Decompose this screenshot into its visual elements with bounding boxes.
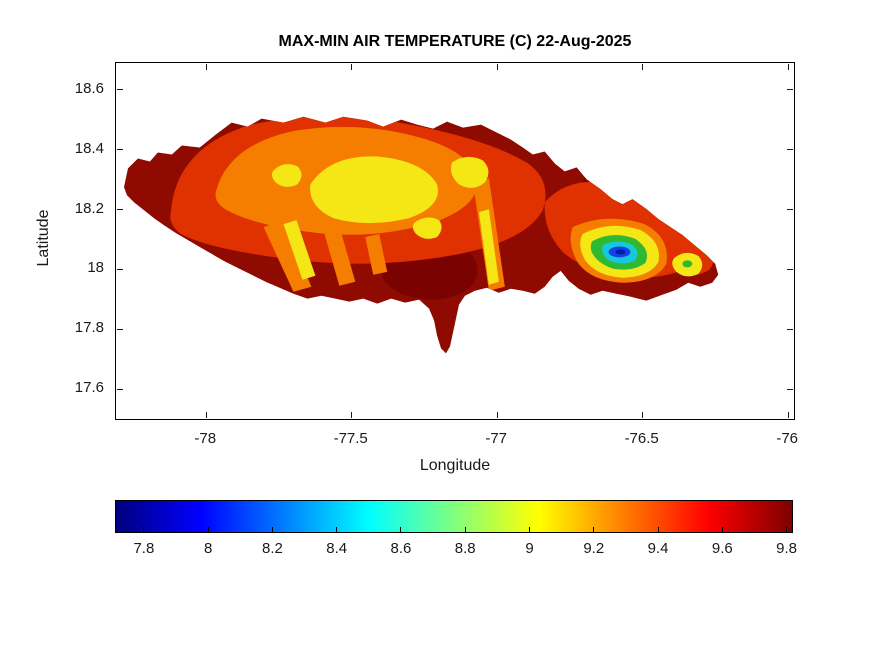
colorbar-tick-mark <box>207 527 209 532</box>
x-tick-mark-top <box>496 64 498 70</box>
colorbar-tick-label: 9 <box>525 540 534 557</box>
y-tick-mark <box>117 268 123 270</box>
colorbar-tick-mark <box>400 527 402 532</box>
yellow-streak-1 <box>283 220 316 280</box>
y-tick-mark-right <box>787 89 793 91</box>
colorbar-tick-mark <box>464 527 466 532</box>
colorbar-tick-mark <box>336 527 338 532</box>
orange-streak-1 <box>263 220 312 292</box>
y-tick-mark-right <box>787 328 793 330</box>
chart-title: MAX-MIN AIR TEMPERATURE (C) 22-Aug-2025 <box>278 33 632 50</box>
y-axis-label: Latitude <box>35 209 52 267</box>
x-tick-mark-top <box>205 64 207 70</box>
y-tick-mark <box>117 209 123 211</box>
y-tick-mark-right <box>787 388 793 390</box>
plot-area <box>115 62 795 420</box>
colorbar-tick-mark <box>271 527 273 532</box>
colorbar-tick-label: 9.8 <box>776 540 797 557</box>
colorbar-tick-mark <box>786 527 788 532</box>
colorbar-tick-mark <box>529 527 530 532</box>
colorbar-tick-label: 8.2 <box>262 540 283 557</box>
y-tick-mark-right <box>787 268 793 270</box>
yellow-patch-west <box>271 164 302 187</box>
yellow-patch-north <box>450 156 489 188</box>
x-tick-mark <box>205 412 207 418</box>
colorbar-tick-label: 8.6 <box>390 540 412 557</box>
jamaica-temperature-map <box>123 116 719 354</box>
y-tick-mark-right <box>787 149 793 151</box>
x-tick-label: -77 <box>485 430 508 447</box>
y-tick-label: 17.6 <box>74 379 104 397</box>
colorbar-tick-label: 9.6 <box>711 540 733 557</box>
colorbar-tick-label: 8 <box>204 540 213 557</box>
orange-streak-2 <box>323 226 356 286</box>
yellow-region-central <box>310 156 438 224</box>
x-tick-label: -78 <box>194 430 217 447</box>
colorbar-tick-mark <box>143 527 145 532</box>
x-tick-mark <box>496 412 498 418</box>
colorbar-tick-mark <box>657 527 659 532</box>
colorbar-tick-mark <box>721 527 723 532</box>
y-tick-mark <box>117 149 123 151</box>
yellow-patch-mid <box>412 217 442 239</box>
colorbar-tick-label: 9.4 <box>647 540 669 557</box>
x-tick-mark-top <box>787 64 789 70</box>
navy-minimum-core <box>615 249 626 255</box>
y-tick-label: 18.2 <box>74 199 104 217</box>
colorbar-tick-label: 9.2 <box>583 540 605 557</box>
x-tick-label: -77.5 <box>333 430 368 447</box>
x-tick-mark <box>351 412 353 418</box>
y-tick-label: 17.8 <box>74 319 104 337</box>
x-tick-mark <box>787 412 789 418</box>
yellow-streak-2 <box>478 209 499 285</box>
y-tick-label: 18 <box>87 259 104 277</box>
colorbar-tick-mark <box>593 527 595 532</box>
y-tick-mark <box>117 89 123 91</box>
x-tick-mark <box>642 412 644 418</box>
y-tick-label: 18.4 <box>74 139 104 157</box>
x-tick-mark-top <box>642 64 644 70</box>
x-axis-label: Longitude <box>419 457 491 474</box>
x-tick-label: -76 <box>776 430 799 447</box>
x-tick-mark-top <box>351 64 353 70</box>
colorbar-tick-label: 7.8 <box>133 540 155 557</box>
green-patch-east-coast <box>682 260 693 268</box>
y-tick-label: 18.6 <box>74 79 104 97</box>
orange-streak-3 <box>365 234 388 275</box>
colorbar-tick-label: 8.8 <box>454 540 476 557</box>
colorbar <box>115 500 793 533</box>
y-tick-mark-right <box>787 209 793 211</box>
x-tick-label: -76.5 <box>624 430 659 447</box>
colorbar-gradient <box>116 501 792 532</box>
colorbar-tick-label: 8.4 <box>326 540 348 557</box>
y-tick-mark <box>117 388 123 390</box>
y-tick-mark <box>117 328 123 330</box>
